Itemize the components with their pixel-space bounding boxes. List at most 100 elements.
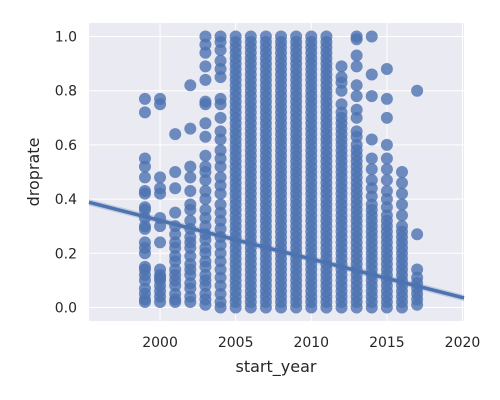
regression-line-group bbox=[88, 199, 465, 302]
data-point bbox=[154, 263, 167, 276]
x-tick-label: 2000 bbox=[142, 335, 178, 351]
data-point bbox=[214, 125, 227, 138]
y-tick-label: 0.2 bbox=[55, 246, 77, 262]
data-point bbox=[380, 163, 393, 176]
data-point bbox=[411, 84, 424, 97]
data-point bbox=[365, 68, 378, 81]
data-point bbox=[365, 90, 378, 103]
data-point bbox=[214, 54, 227, 67]
y-tick-label: 0.6 bbox=[55, 138, 77, 154]
data-point bbox=[396, 176, 409, 189]
data-point bbox=[365, 174, 378, 187]
data-point bbox=[214, 92, 227, 105]
data-point bbox=[275, 30, 288, 43]
y-tick-label: 0.8 bbox=[55, 84, 77, 100]
y-axis-label: droprate bbox=[24, 138, 43, 207]
data-point bbox=[138, 152, 151, 165]
data-point bbox=[169, 166, 182, 178]
y-axis-ticks: 0.0 0.2 0.4 0.6 0.8 1.0 bbox=[55, 30, 77, 317]
data-point bbox=[350, 125, 363, 138]
data-point bbox=[396, 198, 409, 211]
x-axis-label: start_year bbox=[236, 357, 317, 377]
data-point bbox=[335, 60, 348, 73]
data-point bbox=[214, 198, 227, 211]
data-point bbox=[350, 30, 363, 43]
x-tick-label: 2005 bbox=[218, 335, 254, 351]
data-point bbox=[199, 30, 212, 43]
data-point bbox=[199, 60, 212, 73]
x-axis-ticks: 2000 2005 2010 2015 2020 bbox=[142, 335, 480, 351]
data-point bbox=[411, 228, 424, 241]
data-point bbox=[365, 152, 378, 165]
data-point bbox=[350, 60, 363, 73]
data-point bbox=[380, 92, 393, 105]
data-point bbox=[365, 163, 378, 176]
data-point bbox=[169, 206, 182, 219]
data-point bbox=[138, 201, 151, 214]
data-point bbox=[244, 30, 257, 43]
data-point bbox=[154, 236, 167, 249]
data-point bbox=[350, 49, 363, 62]
data-point bbox=[154, 171, 167, 184]
data-point bbox=[350, 90, 363, 103]
data-point bbox=[184, 79, 197, 92]
data-point bbox=[214, 30, 227, 43]
data-point bbox=[154, 92, 167, 105]
data-point bbox=[199, 203, 212, 216]
data-point bbox=[350, 79, 363, 92]
data-point bbox=[184, 160, 197, 173]
data-point bbox=[335, 98, 348, 111]
data-point bbox=[169, 182, 182, 195]
data-point bbox=[199, 160, 212, 173]
data-point bbox=[184, 122, 197, 135]
data-point bbox=[138, 236, 151, 249]
data-point bbox=[199, 95, 212, 108]
data-point bbox=[214, 111, 227, 124]
data-point bbox=[229, 30, 242, 43]
data-point bbox=[290, 30, 303, 43]
data-point bbox=[320, 30, 333, 43]
data-point bbox=[199, 73, 212, 86]
data-point bbox=[365, 133, 378, 146]
data-point bbox=[350, 103, 363, 116]
data-point bbox=[396, 209, 409, 222]
data-point bbox=[380, 138, 393, 151]
data-point bbox=[199, 130, 212, 143]
data-point bbox=[184, 171, 197, 184]
data-point bbox=[138, 171, 151, 184]
y-tick-label: 0.0 bbox=[55, 300, 77, 316]
data-point bbox=[380, 174, 393, 187]
data-point bbox=[365, 30, 378, 43]
regression-line bbox=[88, 200, 465, 300]
data-point bbox=[199, 149, 212, 162]
y-tick-label: 1.0 bbox=[55, 30, 77, 46]
data-point bbox=[169, 128, 182, 141]
data-point bbox=[199, 184, 212, 197]
data-point bbox=[305, 30, 318, 43]
data-point bbox=[199, 117, 212, 130]
data-point bbox=[380, 111, 393, 124]
data-point bbox=[335, 71, 348, 84]
data-point bbox=[214, 144, 227, 157]
data-point bbox=[380, 63, 393, 76]
data-point bbox=[138, 106, 151, 119]
data-point bbox=[138, 184, 151, 197]
data-point bbox=[411, 263, 424, 276]
x-tick-label: 2020 bbox=[445, 335, 481, 351]
data-points bbox=[138, 30, 424, 314]
data-point bbox=[259, 30, 272, 43]
data-point bbox=[184, 184, 197, 197]
data-point bbox=[380, 184, 393, 197]
data-point bbox=[396, 187, 409, 200]
data-point bbox=[214, 171, 227, 184]
data-point bbox=[396, 220, 409, 233]
data-point bbox=[154, 182, 167, 195]
data-point bbox=[138, 260, 151, 273]
data-point bbox=[184, 198, 197, 211]
y-tick-label: 0.4 bbox=[55, 192, 77, 208]
data-point bbox=[396, 166, 409, 178]
x-tick-label: 2010 bbox=[293, 335, 329, 351]
data-point bbox=[138, 92, 151, 105]
data-point bbox=[380, 152, 393, 165]
